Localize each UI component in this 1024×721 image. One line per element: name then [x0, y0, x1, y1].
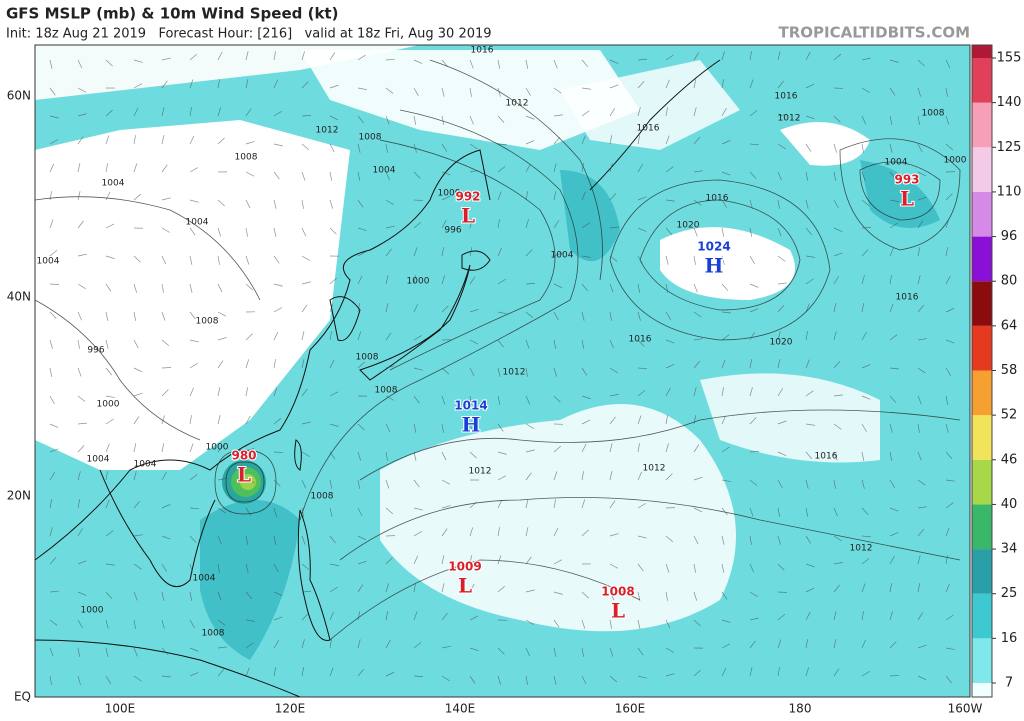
colorbar-segment: [972, 594, 992, 639]
isobar-label: 1004: [193, 574, 216, 584]
colorbar-label: 96: [1001, 229, 1018, 244]
isobar-label: 1008: [359, 133, 382, 143]
center-value: 1024: [697, 240, 730, 254]
colorbar-label: 80: [1001, 274, 1018, 289]
lat-label: 40N: [7, 290, 31, 304]
center-value: 992: [455, 190, 480, 204]
center-value: 980: [231, 449, 256, 463]
isobar-label: 1008: [235, 153, 258, 163]
colorbar-label: 125: [997, 140, 1022, 155]
colorbar-label: 58: [1001, 363, 1018, 378]
colorbar-label: 25: [1001, 586, 1018, 601]
isobar-label: 1016: [629, 335, 652, 345]
isobar-label: 1004: [186, 218, 209, 228]
site-name: TROPICALTIDBITS.COM: [779, 24, 971, 42]
isobar-label: 1008: [311, 492, 334, 502]
center-symbol: L: [458, 574, 472, 598]
colorbar-segment: [972, 103, 992, 148]
lat-label: EQ: [14, 690, 31, 704]
center-value: 1008: [601, 585, 634, 599]
isobar-label: 1000: [407, 277, 430, 287]
isobar-label: 1008: [196, 317, 219, 327]
colorbar-label: 34: [1001, 542, 1018, 557]
isobar-label: 1016: [775, 92, 798, 102]
center-value: 993: [894, 173, 919, 187]
colorbar-label: 7: [1005, 676, 1013, 691]
colorbar-segment: [972, 281, 992, 326]
colorbar-label: 46: [1001, 452, 1018, 467]
colorbar-label: 140: [997, 95, 1022, 110]
lat-label: 20N: [7, 489, 31, 503]
center-symbol: L: [900, 187, 914, 211]
isobar-label: 1008: [202, 629, 225, 639]
isobar-label: 1008: [356, 353, 379, 363]
colorbar-segment: [972, 549, 992, 594]
lat-label: 60N: [7, 89, 31, 103]
colorbar-label: 155: [997, 51, 1022, 66]
isobar-label: 1020: [770, 338, 793, 348]
lon-label: 180: [789, 702, 812, 716]
center-symbol: L: [461, 204, 475, 228]
colorbar-segment: [972, 460, 992, 505]
isobar-label: 1004: [37, 257, 60, 267]
isobar-label: 1016: [471, 46, 494, 56]
isobar-label: 1004: [134, 460, 157, 470]
colorbar-segment: [972, 504, 992, 549]
center-symbol: H: [462, 413, 481, 437]
isobar-label: 1004: [373, 166, 396, 176]
colorbar-segment: [972, 638, 992, 683]
colorbar-segment: [972, 45, 992, 58]
lon-label: 160E: [615, 702, 646, 716]
isobar-label: 1016: [815, 452, 838, 462]
isobar-label: 1012: [469, 467, 492, 477]
isobar-label: 1000: [944, 156, 967, 166]
colorbar-segment: [972, 237, 992, 282]
isobar-label: 1012: [506, 99, 529, 109]
isobar-label: 1012: [778, 114, 801, 124]
isobar-label: 1008: [922, 109, 945, 119]
isobar-label: 1016: [896, 293, 919, 303]
colorbar-segment: [972, 58, 992, 103]
isobar-label: 1012: [503, 368, 526, 378]
center-symbol: H: [705, 254, 724, 278]
isobar-label: 1000: [97, 400, 120, 410]
lon-label: 120E: [275, 702, 306, 716]
isobar-label: 1012: [643, 464, 666, 474]
isobar-label: 1020: [677, 221, 700, 231]
isobar-label: 1000: [206, 443, 229, 453]
center-symbol: L: [611, 599, 625, 623]
colorbar-label: 64: [1001, 318, 1018, 333]
isobar-label: 996: [444, 226, 461, 236]
colorbar-segment: [972, 683, 992, 697]
colorbar-segment: [972, 192, 992, 237]
center-value: 1014: [454, 399, 487, 413]
colorbar-segment: [972, 415, 992, 460]
isobar-label: 1012: [850, 544, 873, 554]
colorbar-label: 52: [1001, 408, 1018, 423]
isobar-label: 1004: [102, 179, 125, 189]
colorbar-segment: [972, 371, 992, 416]
lon-label: 140E: [445, 702, 476, 716]
center-value: 1009: [448, 560, 481, 574]
isobar-label: 1004: [885, 158, 908, 168]
center-symbol: L: [237, 463, 251, 487]
colorbar-segment: [972, 147, 992, 192]
isobar-label: 996: [87, 346, 104, 356]
lon-label: 160W: [948, 702, 983, 716]
isobar-label: 1004: [87, 455, 110, 465]
title: GFS MSLP (mb) & 10m Wind Speed (kt): [6, 5, 338, 23]
colorbar-label: 110: [997, 184, 1022, 199]
isobar-label: 1000: [81, 606, 104, 616]
isobar-label: 1016: [637, 124, 660, 134]
colorbar-label: 40: [1001, 497, 1018, 512]
isobar-label: 1016: [706, 194, 729, 204]
colorbar-label: 16: [1001, 631, 1018, 646]
isobar-label: 1008: [375, 386, 398, 396]
isobar-label: 1012: [316, 126, 339, 136]
lon-label: 100E: [105, 702, 136, 716]
subtitle: Init: 18z Aug 21 2019 Forecast Hour: [21…: [6, 27, 492, 42]
isobar-label: 1004: [551, 251, 574, 261]
colorbar-segment: [972, 326, 992, 371]
